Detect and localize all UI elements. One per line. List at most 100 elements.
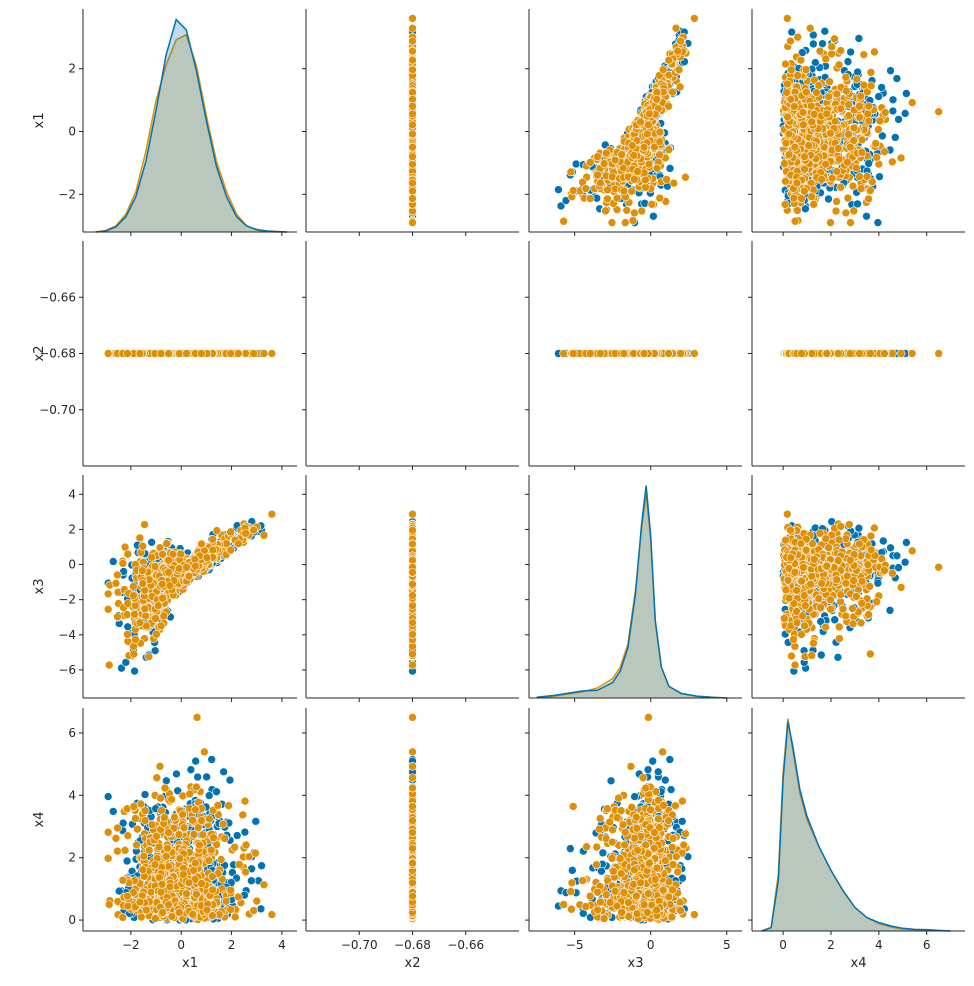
scatter-orange [408,14,417,227]
scatter-point [669,178,679,188]
scatter-point [643,120,653,130]
scatter-point [799,186,809,196]
scatter-point [888,95,898,105]
scatter-point [593,170,602,180]
scatter-point [630,175,639,184]
scatter-point [833,144,843,153]
scatter-point [650,142,659,152]
scatter-point [645,109,654,119]
scatter-point [864,116,874,126]
scatter-point [856,184,866,193]
scatter-point [690,14,699,23]
y-axis-label-x1: x1 [32,113,47,129]
scatter-point [655,150,664,160]
kde-fill-orange [95,34,287,232]
scatter-point [593,152,602,161]
scatter-point [864,194,873,204]
scatter-point [848,181,858,191]
scatter-point [622,206,632,215]
scatter-point [408,23,417,33]
scatter-point [841,72,851,82]
scatter-point [655,127,665,137]
scatter-point [408,65,417,75]
scatter-point [408,46,417,56]
scatter-point [556,201,566,211]
scatter-point [815,46,825,56]
scatter-point [789,193,799,203]
scatter-point [664,145,674,155]
scatter-point [878,131,887,141]
scatter-point [888,157,897,167]
scatter-point [801,87,811,97]
scatter-orange [559,14,699,227]
scatter-point [782,88,791,97]
scatter-point [875,172,884,181]
scatter-point [821,54,831,64]
scatter-point [675,82,685,92]
scatter-point [831,206,841,216]
scatter-point [801,204,810,214]
scatter-point [841,86,851,96]
scatter-point [800,164,809,174]
scatter-point [566,167,576,177]
scatter-point [408,55,417,65]
scatter-point [907,98,917,107]
scatter-point [873,218,883,227]
scatter-point [610,155,620,165]
scatter-point [800,152,809,161]
scatter-point [836,46,846,55]
scatter-point [807,192,817,202]
scatter-point [612,193,622,203]
panel-content [103,349,277,358]
scatter-point [866,68,876,77]
scatter-point [781,59,790,69]
scatter-point [790,102,799,111]
scatter-point [601,206,610,216]
scatter-point [880,108,890,117]
scatter-point [855,101,864,111]
scatter-point [786,95,796,104]
panel-content [554,14,699,227]
scatter-point [674,65,684,75]
panel-content [95,18,287,233]
scatter-point [793,32,803,42]
scatter-point [643,129,652,139]
scatter-point [793,71,802,80]
scatter-point [855,113,865,122]
scatter-point [596,178,605,188]
scatter-point [888,106,898,116]
scatter-point [844,100,853,109]
scatter-point [554,185,563,194]
scatter-point [640,198,650,208]
scatter-point [581,184,591,193]
scatter-point [822,109,832,119]
scatter-point [620,218,630,227]
scatter-point [608,172,617,182]
scatter-point [790,216,800,226]
scatter-point [806,101,816,111]
scatter-point [408,109,417,119]
scatter-point [628,141,637,150]
scatter-point [628,216,638,225]
scatter-point [408,142,417,152]
scatter-point [408,178,417,188]
scatter-point [627,186,637,196]
y-tick-label: 0 [68,124,76,138]
scatter-point [617,150,626,159]
scatter-point [845,142,855,152]
scatter-point [786,36,795,46]
scatter-point [804,141,813,150]
scatter-point [827,42,837,52]
scatter-point [805,23,815,33]
scatter-point [864,101,874,111]
scatter-point [601,148,611,158]
scatter-point [859,50,869,59]
scatter-point [671,23,681,33]
scatter-point [871,139,881,148]
scatter-point [636,117,645,127]
scatter-point [783,112,792,122]
scatter-point [836,104,846,114]
scatter-point [780,200,790,209]
